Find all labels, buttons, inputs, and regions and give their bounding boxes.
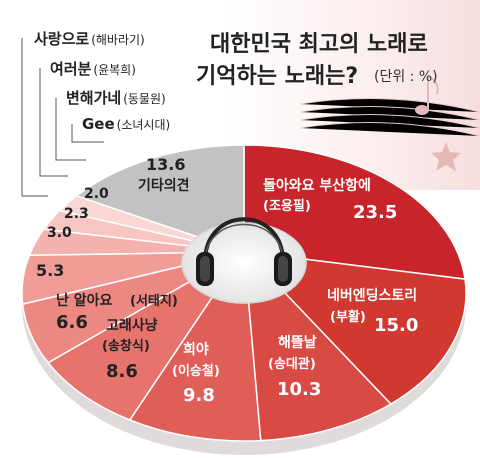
slice-artist: (서태지) — [130, 294, 178, 309]
slice-artist: (부활) — [330, 309, 366, 325]
slice-label-1: 네버엔딩스토리 (부활) 15.0 — [327, 287, 418, 336]
slice-label-4: 고래사냥 (송창식) 8.6 — [102, 317, 158, 382]
slice-label-9: 2.0 — [84, 186, 109, 202]
slice-value: 5.3 — [36, 261, 64, 280]
slice-value: 15.0 — [374, 315, 418, 336]
slice-label-5: 난 알아요 (서태지) 6.6 — [56, 292, 178, 333]
leader-line-0 — [21, 38, 48, 197]
slice-value: 8.6 — [106, 361, 138, 382]
pie-slices — [21, 144, 467, 442]
leader-line-3 — [71, 124, 104, 143]
slice-label-11: 13.6 기타의견 — [138, 155, 190, 194]
chart-title-line2: 기억하는 노래는? — [196, 64, 358, 89]
song-legend: 사랑으로 (해바라기) 여러분 (윤복희) 변해가네 (동물원) Gee (소녀시대) — [34, 30, 170, 133]
pie-center-hole — [181, 222, 307, 304]
slice-label-0: 돌아와요 부산항에 (조용필) 23.5 — [263, 177, 397, 223]
slice-name: 희야 — [183, 341, 209, 358]
legend-item-sarang: 사랑으로 (해바라기) — [34, 30, 145, 48]
chart-title-line1: 대한민국 최고의 노래로 — [210, 32, 428, 57]
slice-name: 네버엔딩스토리 — [327, 287, 417, 304]
staff-lines — [299, 98, 480, 137]
slice-name: 돌아와요 부산항에 — [263, 177, 371, 194]
slice-artist: (송창식) — [102, 338, 150, 354]
slice-label-7: 3.0 — [47, 225, 72, 241]
legend-item-yeoreobun: 여러분 (윤복희) — [50, 60, 136, 78]
leader-line-1 — [39, 68, 68, 177]
leader-line-2 — [55, 98, 86, 161]
headphones-icon — [196, 217, 292, 286]
slice-name: 기타의견 — [138, 177, 190, 194]
slice-artist: (송대관) — [268, 356, 316, 372]
legend-item-gee: Gee (소녀시대) — [82, 115, 170, 133]
slice-name: 해뜰날 — [278, 335, 317, 351]
slice-label-3: 희야 (이승철) 9.8 — [172, 341, 220, 406]
slice-value: 9.8 — [183, 385, 215, 406]
slice-value: 6.6 — [56, 312, 88, 333]
unit-label: (단위 : %) — [374, 69, 438, 85]
slice-value: 3.0 — [47, 225, 72, 241]
slice-value: 10.3 — [277, 379, 321, 400]
slice-artist: (이승철) — [172, 363, 220, 379]
slice-name: 고래사냥 — [106, 317, 158, 334]
star-icon — [431, 142, 461, 171]
music-note-icon — [415, 75, 439, 115]
slice-name: 난 알아요 — [56, 292, 113, 309]
slice-value: 23.5 — [353, 202, 397, 223]
slice-label-2: 해뜰날 (송대관) 10.3 — [268, 335, 321, 400]
slice-artist: (조용필) — [263, 198, 311, 214]
slice-value: 2.3 — [64, 206, 89, 222]
leader-lines — [21, 38, 104, 197]
slice-value: 13.6 — [146, 155, 185, 174]
slice-label-8: 2.3 — [64, 206, 89, 222]
slice-value: 2.0 — [84, 186, 109, 202]
slice-label-6: 5.3 — [36, 261, 64, 280]
legend-item-byeonhaegane: 변해가네 (동물원) — [66, 89, 166, 107]
